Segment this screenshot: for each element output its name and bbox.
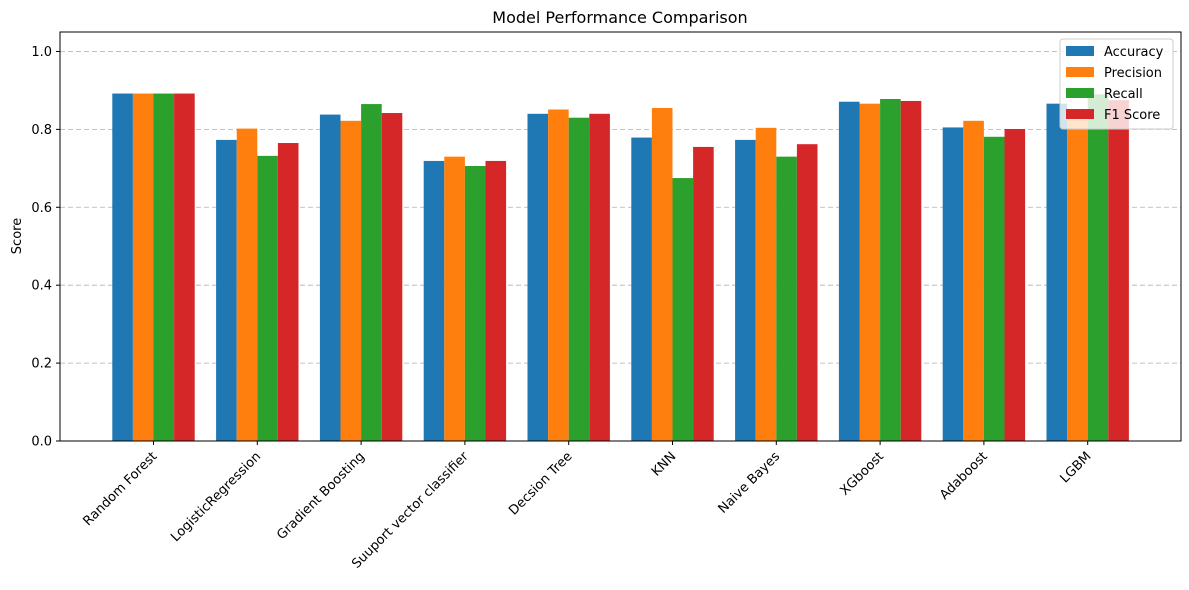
bar-accuracy <box>216 139 237 441</box>
x-tick-label: XGboost <box>837 449 887 499</box>
bar-precision <box>132 93 154 441</box>
bar-f1-score <box>485 160 507 442</box>
bar-precision <box>963 120 984 441</box>
x-tick-label: LGBM <box>1057 449 1094 486</box>
legend: Accuracy Precision Recall F1 Score <box>1059 38 1174 130</box>
bar-recall <box>880 98 901 441</box>
bar-accuracy <box>1046 103 1068 442</box>
bar-f1-score <box>796 144 818 441</box>
bar-accuracy <box>527 113 549 442</box>
bar-recall <box>568 117 590 441</box>
bar-precision <box>444 156 465 441</box>
bar-precision <box>340 120 362 441</box>
y-tick-label: 0.6 <box>31 201 52 216</box>
x-tick-label: Random Forest <box>81 449 161 529</box>
bar-recall <box>672 178 694 442</box>
x-tick-label: Gradient Boosting <box>274 449 368 543</box>
legend-box <box>1059 38 1174 130</box>
bar-f1-score <box>277 143 299 441</box>
legend-label: F1 Score <box>1104 108 1160 123</box>
y-tick-label: 0.4 <box>31 279 52 294</box>
legend-swatch <box>1066 88 1094 98</box>
bar-f1-score <box>693 146 714 441</box>
plot-frame <box>59 31 1182 442</box>
bar-accuracy <box>942 127 964 441</box>
bar-recall <box>257 155 278 441</box>
bars <box>112 93 1129 442</box>
bar-recall <box>464 165 486 441</box>
y-tick-label: 0.8 <box>31 123 52 138</box>
bar-recall <box>983 136 1005 441</box>
bar-f1-score <box>1004 128 1026 441</box>
bar-accuracy <box>838 101 860 441</box>
bar-f1-score <box>900 100 922 442</box>
bar-accuracy <box>112 93 133 441</box>
bar-precision <box>859 103 881 442</box>
bar-f1-score <box>174 93 195 441</box>
bar-precision <box>236 128 258 441</box>
bar-f1-score <box>1108 100 1129 442</box>
y-axis-label: Score <box>10 218 25 254</box>
legend-label: Accuracy <box>1104 45 1164 60</box>
legend-swatch <box>1066 67 1094 77</box>
x-tick-label: Suuport vector classifier <box>349 449 472 572</box>
y-tick-label: 1.0 <box>31 45 52 60</box>
bar-precision <box>755 127 777 441</box>
bar-f1-score <box>589 113 610 442</box>
y-tick-label: 0.2 <box>31 357 52 372</box>
bar-f1-score <box>381 113 403 442</box>
y-tick-label: 0.0 <box>31 435 52 450</box>
chart-title: Model Performance Comparison <box>492 8 747 27</box>
x-tick-label: Decsion Tree <box>506 449 575 518</box>
bar-recall <box>776 156 797 441</box>
bar-recall <box>361 104 382 442</box>
legend-swatch <box>1066 46 1094 56</box>
bar-precision <box>548 109 569 442</box>
bar-recall <box>1087 94 1109 442</box>
bar-recall <box>153 93 175 441</box>
x-tick-label: Naive Bayes <box>716 449 784 517</box>
legend-label: Precision <box>1104 66 1162 81</box>
bar-accuracy <box>319 114 341 442</box>
legend-label: Recall <box>1104 87 1143 102</box>
bar-precision <box>1067 111 1088 441</box>
x-tick-label: LogisticRegression <box>168 449 264 545</box>
bar-accuracy <box>735 139 756 441</box>
bar-precision <box>651 107 673 441</box>
x-tick-label: KNN <box>649 449 679 479</box>
bar-accuracy <box>631 137 652 441</box>
x-tick-label: Adaboost <box>937 449 991 503</box>
bar-accuracy <box>423 160 445 442</box>
legend-swatch <box>1066 109 1094 119</box>
